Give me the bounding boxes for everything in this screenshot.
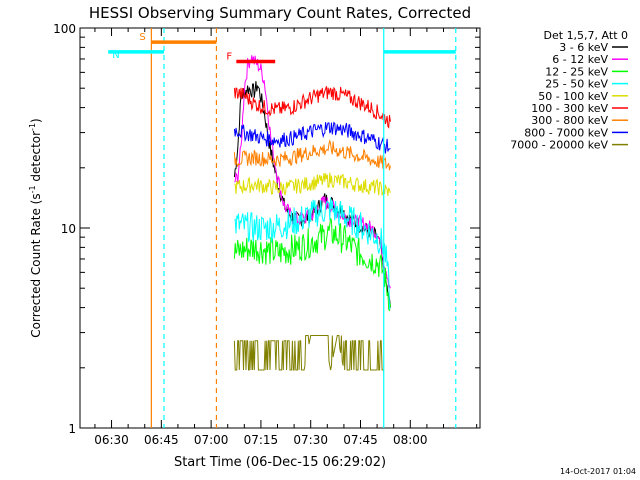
y-axis-label-main: Corrected Count Rate (s — [29, 193, 43, 337]
y-axis-label-mid: detector — [29, 131, 43, 186]
x-tick-label-1: 06:45 — [144, 433, 179, 447]
x-tick-label-3: 07:15 — [244, 433, 279, 447]
series-line-5 — [233, 86, 391, 129]
y-tick-label-2: 100 — [53, 22, 76, 36]
x-tick-label-6: 08:00 — [393, 433, 428, 447]
legend-label-7: 800 - 7000 keV — [524, 126, 608, 139]
series-lines — [233, 55, 391, 371]
y-axis-label-end: ) — [29, 118, 43, 123]
series-line-2 — [233, 218, 391, 312]
series-line-3 — [234, 197, 391, 311]
x-axis-ticks: 06:30 06:45 07:00 07:15 07:30 07:45 08:00 — [94, 28, 478, 447]
y-tick-label-1: 10 — [61, 222, 76, 236]
annotation-label-n: N — [112, 50, 119, 61]
legend-label-1: 6 - 12 keV — [552, 53, 608, 66]
legend-label-8: 7000 - 20000 keV — [510, 139, 608, 152]
y-tick-label-0: 1 — [68, 422, 76, 436]
state-markers — [150, 28, 457, 428]
footer-date: 14-Oct-2017 01:04 — [560, 467, 636, 476]
y-axis-ticks: 1 10 100 — [53, 22, 480, 436]
x-axis-label: Start Time (06-Dec-15 06:29:02) — [174, 455, 386, 470]
legend-title: Det 1,5,7, Att 0 — [544, 29, 628, 42]
legend-label-3: 25 - 50 keV — [545, 78, 608, 91]
x-tick-label-2: 07:00 — [194, 433, 229, 447]
annotation-label-f: F — [226, 51, 232, 62]
series-line-4 — [234, 172, 391, 197]
x-tick-label-5: 07:45 — [343, 433, 378, 447]
y-axis-label-sup1: -1 — [28, 185, 37, 193]
series-line-6 — [233, 139, 391, 171]
y-axis-label: Corrected Count Rate (s-1 detector-1) — [28, 118, 43, 337]
x-tick-label-4: 07:30 — [293, 433, 328, 447]
legend-label-6: 300 - 800 keV — [531, 114, 608, 127]
legend-label-4: 50 - 100 keV — [538, 90, 608, 103]
series-line-8 — [233, 335, 384, 371]
x-tick-label-0: 06:30 — [94, 433, 129, 447]
annotation-label-s: S — [139, 32, 145, 43]
legend-label-0: 3 - 6 keV — [559, 41, 608, 54]
series-line-0 — [233, 81, 391, 308]
annotation-bars: S N F — [108, 32, 456, 64]
legend-label-5: 100 - 300 keV — [531, 102, 608, 115]
series-line-7 — [233, 121, 391, 154]
y-axis-label-sup2: -1 — [28, 123, 37, 131]
legend-label-2: 12 - 25 keV — [545, 65, 608, 78]
chart-title: HESSI Observing Summary Count Rates, Cor… — [89, 4, 471, 22]
